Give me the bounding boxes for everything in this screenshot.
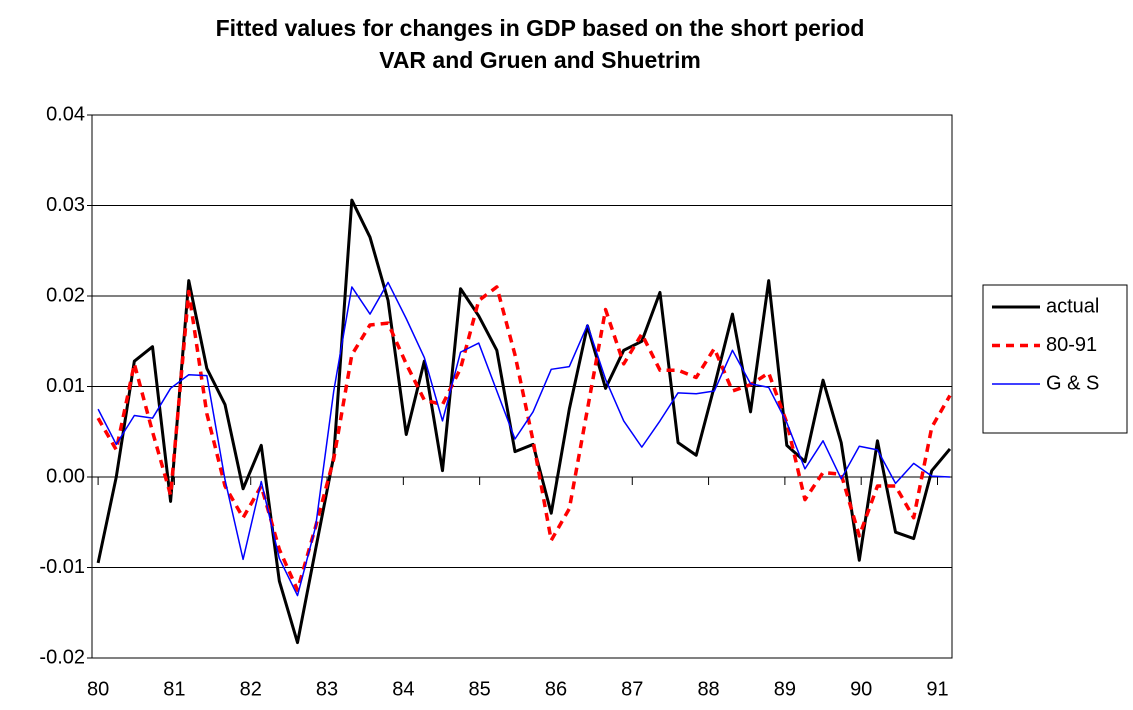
- y-tick-label: 0.02: [46, 284, 85, 306]
- x-tick-label: 82: [240, 678, 262, 700]
- series-line: [96, 285, 952, 592]
- x-tick-label: 84: [392, 678, 414, 700]
- y-tick-label: 0.00: [46, 465, 85, 487]
- x-tick-label: 85: [469, 678, 491, 700]
- series-line: [96, 198, 952, 645]
- y-tick-label: 0.03: [46, 194, 85, 216]
- x-tick-label: 86: [545, 678, 567, 700]
- y-tick-label: -0.02: [39, 646, 85, 668]
- legend-label: G & S: [1046, 372, 1099, 394]
- y-tick-label: -0.01: [39, 556, 85, 578]
- legend-label: 80-91: [1046, 334, 1097, 356]
- chart-title: VAR and Gruen and Shuetrim: [379, 47, 701, 73]
- x-tick-label: 90: [850, 678, 872, 700]
- x-tick-label: 81: [163, 678, 185, 700]
- x-tick-label: 89: [774, 678, 796, 700]
- series-line: [97, 281, 950, 597]
- y-tick-label: 0.04: [46, 103, 85, 125]
- x-tick-label: 91: [926, 678, 948, 700]
- legend-label: actual: [1046, 295, 1099, 317]
- x-tick-label: 83: [316, 678, 338, 700]
- x-tick-label: 88: [697, 678, 719, 700]
- legend-box: [982, 284, 1128, 434]
- x-tick-label: 80: [87, 678, 109, 700]
- x-tick-label: 87: [621, 678, 643, 700]
- chart-title: Fitted values for changes in GDP based o…: [216, 15, 865, 41]
- y-tick-label: 0.01: [46, 375, 85, 397]
